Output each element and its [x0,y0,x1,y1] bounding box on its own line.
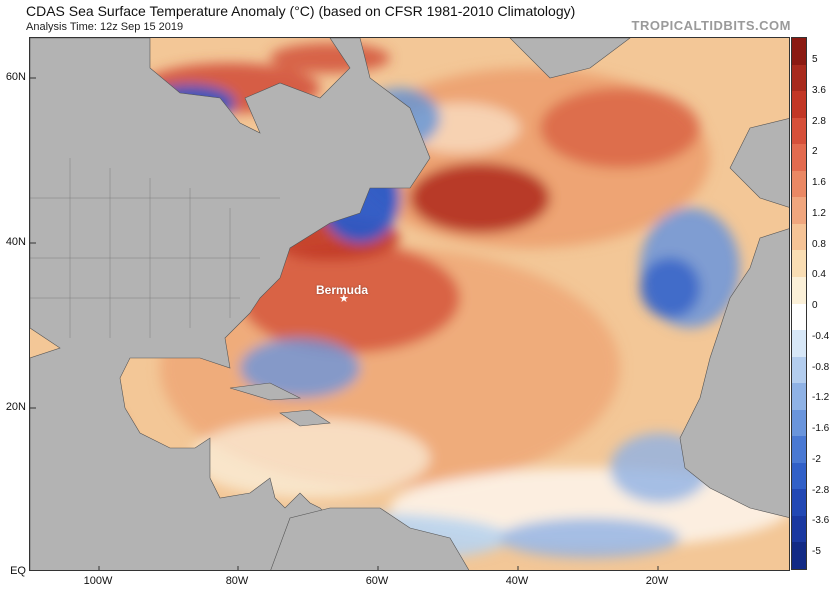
colorbar-segment [792,462,806,490]
colorbar-segment [792,64,806,92]
colorbar-tick-label: -5 [812,546,821,557]
lat-label-60n: 60N [5,71,26,83]
colorbar-segment [792,117,806,145]
political-borders [30,158,280,338]
colorbar-tick-label: -3.6 [812,515,830,527]
lat-label-eq: EQ [10,565,26,577]
colorbar-tick-label: -1.6 [812,423,830,434]
analysis-time: Analysis Time: 12z Sep 15 2019 [26,21,184,33]
colorbar-tick-label: 2.8 [812,115,826,127]
colorbar-tick-label: -0.8 [812,361,830,373]
brand-watermark[interactable]: TROPICALTIDBITS.COM [631,18,791,33]
colorbar [791,37,807,570]
colorbar-tick-label: -0.4 [812,330,830,342]
bermuda-label: Bermuda [316,283,369,297]
colorbar-segment [792,276,806,304]
colorbar-segment [792,356,806,384]
colorbar-segment [792,250,806,278]
colorbar-tick-label: 1.6 [812,177,826,188]
colorbar-segment [792,91,806,119]
lat-label-40n: 40N [5,236,26,248]
colorbar-tick-label: 0.4 [812,269,826,281]
lon-label-20w: 20W [645,575,669,587]
colorbar-tick-label: -2 [812,453,821,465]
colorbar-tick-label: 2 [812,146,818,158]
lon-label-40w: 40W [505,575,529,587]
colorbar-segment [792,436,806,464]
colorbar-tick-label: 1.2 [812,207,826,219]
colorbar-segment [792,144,806,172]
colorbar-segment [792,515,806,543]
colorbar-segment [792,223,806,251]
colorbar-tick-label: 5 [812,54,818,65]
lon-label-80w: 80W [225,575,249,587]
colorbar-segment [792,38,806,66]
colorbar-segment [792,197,806,225]
colorbar-segment [792,383,806,411]
colorbar-segment [792,409,806,437]
lon-label-60w: 60W [365,575,389,587]
colorbar-tick-label: -2.8 [812,484,830,496]
colorbar-tick-label: 0.8 [812,238,826,250]
sst-anomaly-map [29,37,790,571]
grid-ticks [30,77,659,570]
colorbar-tick-label: 0 [812,300,818,311]
colorbar-tick-label: -1.2 [812,392,830,404]
colorbar-tick-label: 3.6 [812,84,826,96]
lon-label-100w: 100W [83,575,113,587]
colorbar-segment [792,542,806,570]
colorbar-segment [792,303,806,331]
bermuda-star-icon: ★ [339,293,349,305]
colorbar-segment [792,170,806,198]
colorbar-segment [792,330,806,358]
chart-title: CDAS Sea Surface Temperature Anomaly (°C… [26,3,576,19]
colorbar-segment [792,489,806,517]
lat-label-20n: 20N [5,401,26,413]
